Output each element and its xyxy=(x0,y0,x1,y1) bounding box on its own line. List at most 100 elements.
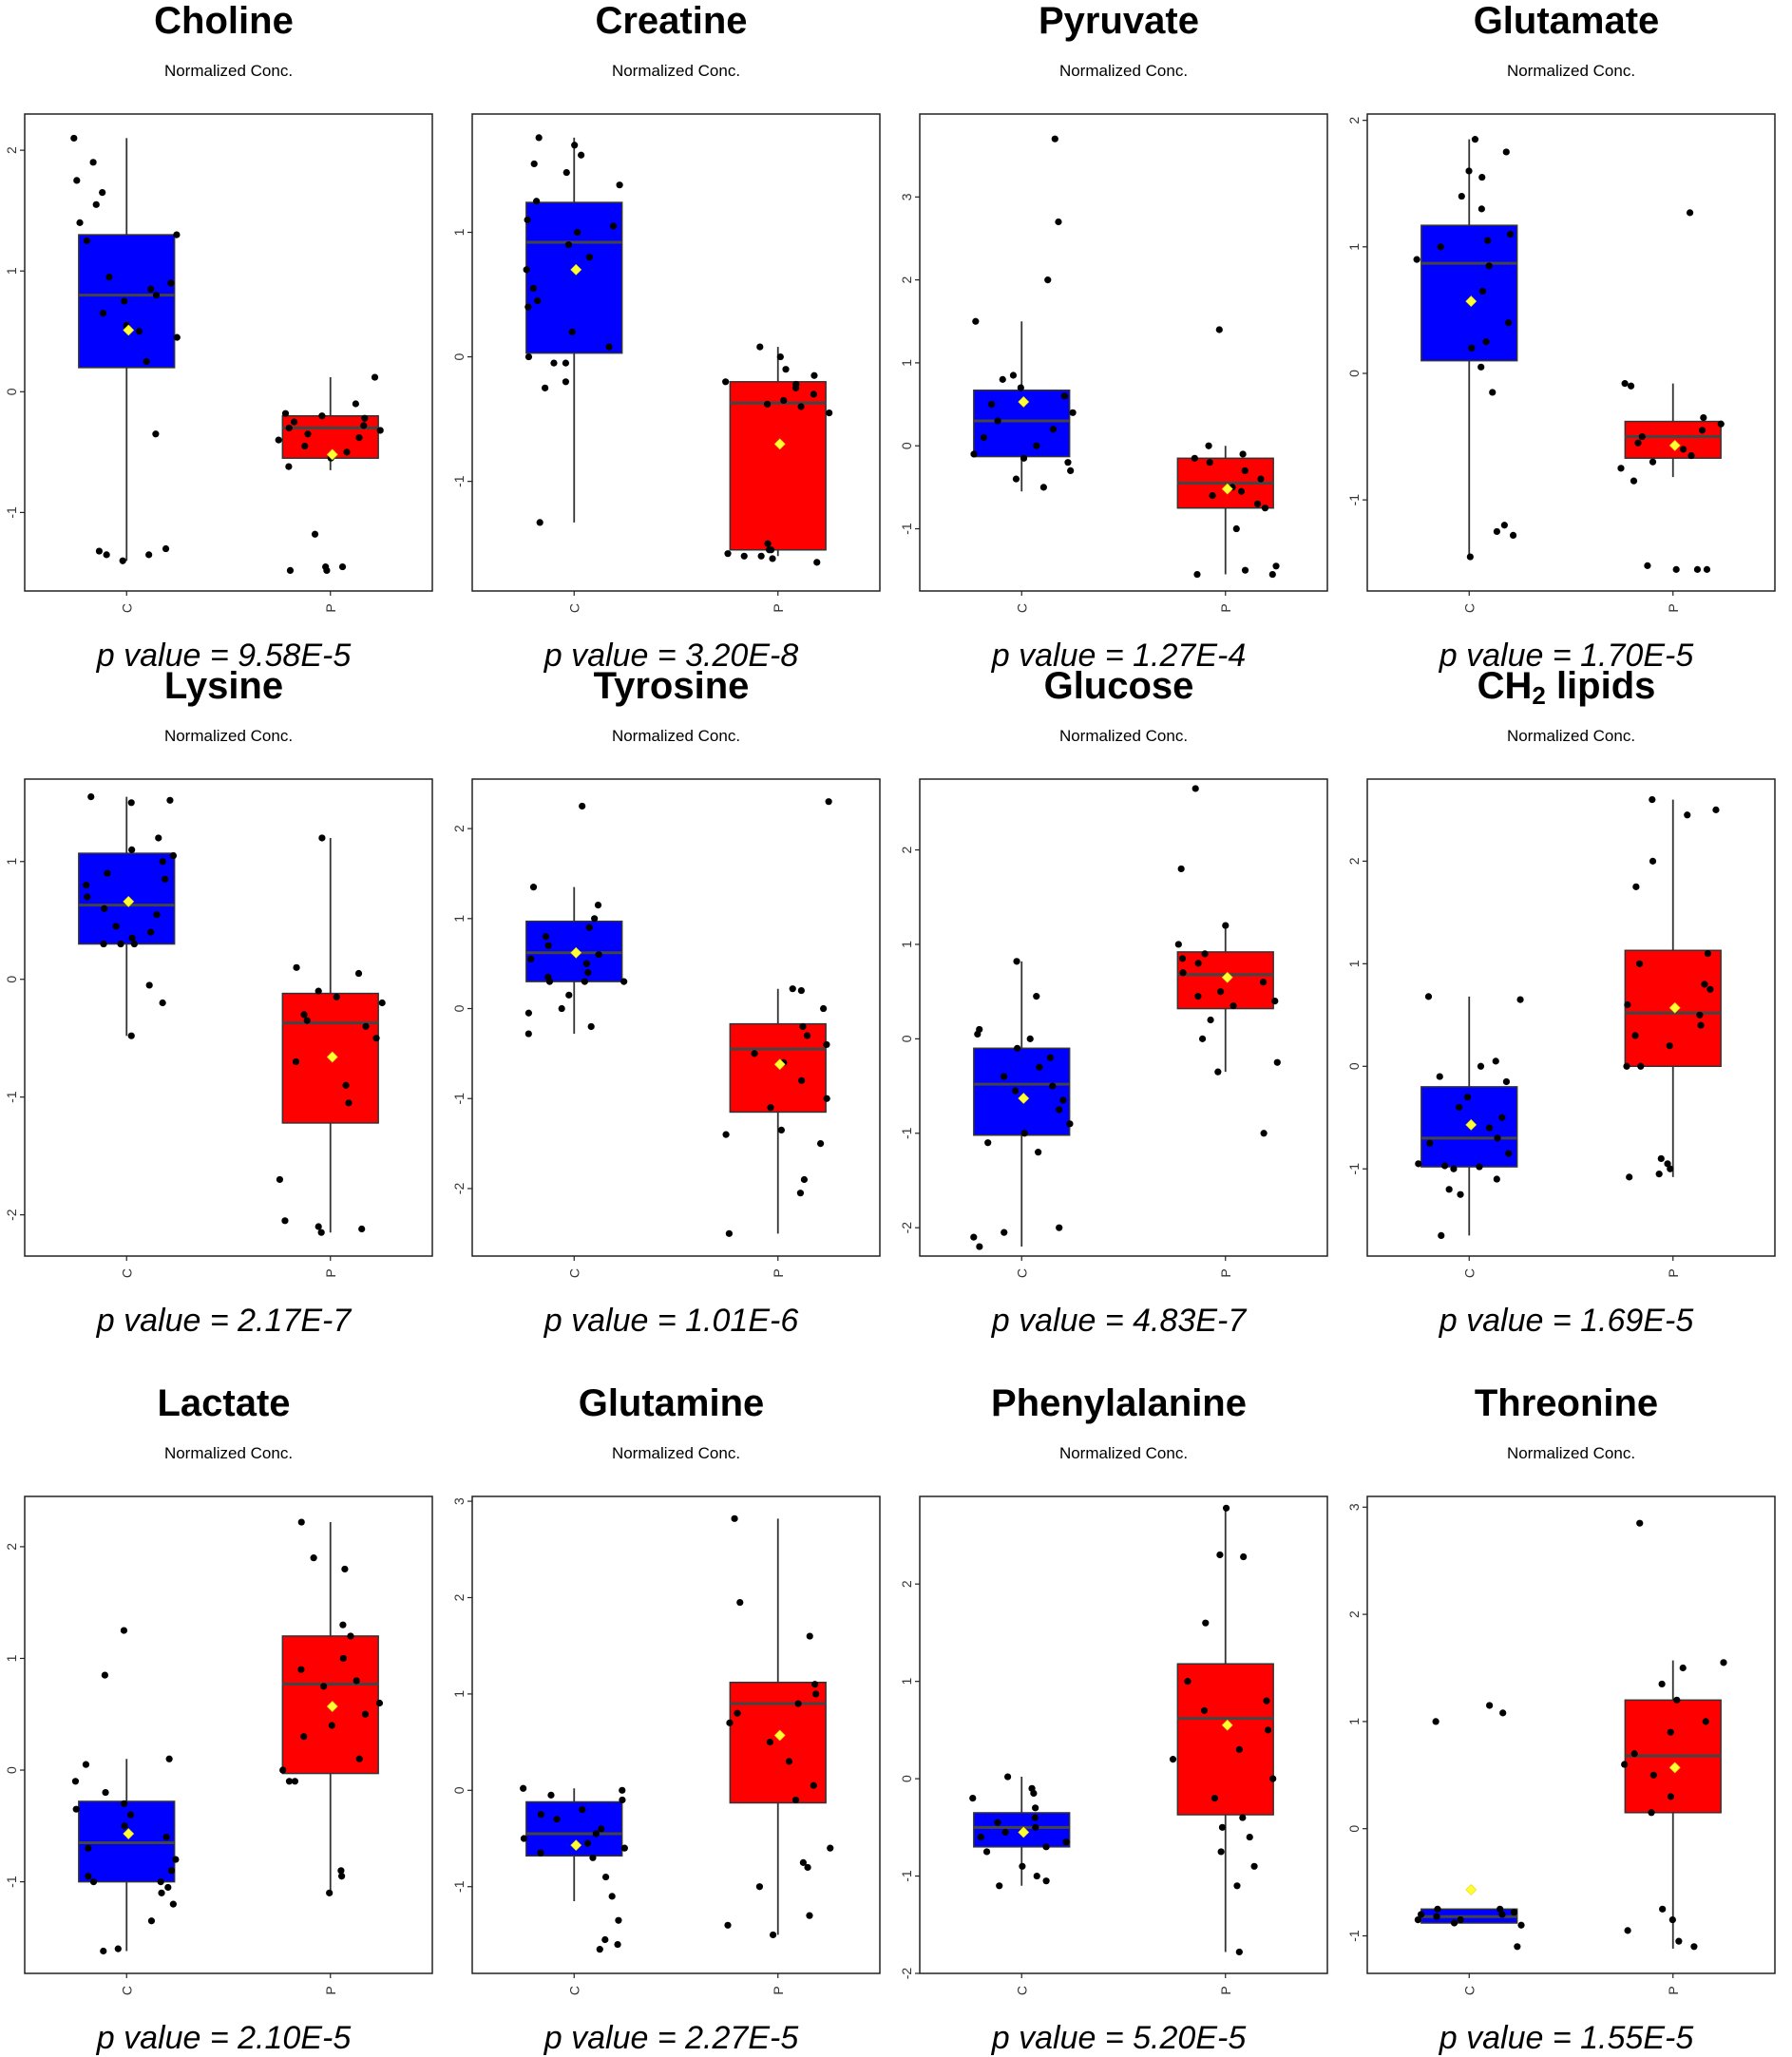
data-point xyxy=(1704,949,1711,958)
mean-marker xyxy=(773,1058,786,1071)
data-point xyxy=(584,969,592,977)
y-tick-label: 0 xyxy=(1346,370,1362,377)
data-point xyxy=(1485,1124,1494,1132)
data-point xyxy=(1264,1726,1272,1734)
box-P xyxy=(1624,420,1722,459)
data-point xyxy=(100,1947,107,1955)
data-point xyxy=(1049,426,1058,433)
chart-title: Phenylalanine xyxy=(991,1382,1247,1424)
data-point xyxy=(579,1805,586,1814)
data-point xyxy=(152,292,161,299)
data-point xyxy=(173,231,181,238)
data-point xyxy=(1032,1804,1039,1812)
data-point xyxy=(126,1811,135,1819)
data-point xyxy=(1017,384,1024,391)
data-point xyxy=(1493,1175,1500,1183)
data-point xyxy=(1635,960,1644,967)
data-point xyxy=(764,540,772,547)
data-point xyxy=(1268,570,1276,579)
data-point xyxy=(1001,1828,1009,1837)
data-point xyxy=(121,1822,128,1830)
boxplot: Normalized Conc. -1 0 1 2 C P xyxy=(4,62,433,613)
data-point xyxy=(1241,467,1249,475)
data-point xyxy=(1498,1911,1506,1918)
data-point xyxy=(162,544,170,553)
data-point xyxy=(724,550,732,558)
y-tick-label: 0 xyxy=(1346,1825,1362,1833)
data-point xyxy=(1465,167,1473,175)
plot-subtitle: Normalized Conc. xyxy=(612,1444,740,1462)
data-point xyxy=(1505,1150,1513,1157)
data-point xyxy=(1020,454,1028,462)
data-point xyxy=(82,1761,90,1768)
data-point xyxy=(542,933,550,941)
plot-subtitle: Normalized Conc. xyxy=(1059,1444,1188,1462)
mean-marker xyxy=(1465,1884,1477,1895)
data-point xyxy=(89,1877,98,1886)
data-point xyxy=(1624,1927,1631,1934)
data-point xyxy=(520,1835,528,1842)
data-point xyxy=(155,834,162,842)
data-point xyxy=(1191,785,1199,792)
data-point xyxy=(85,1844,92,1852)
data-point xyxy=(1477,363,1485,371)
data-point xyxy=(1698,427,1706,434)
data-point xyxy=(1413,256,1420,263)
data-point xyxy=(1634,439,1642,447)
data-point xyxy=(1000,1073,1008,1080)
p-value-label: p value = 2.27E-5 xyxy=(543,2020,799,2056)
y-tick-label: 1 xyxy=(1346,960,1362,967)
data-point xyxy=(1178,955,1187,962)
data-point xyxy=(1466,553,1474,561)
data-point xyxy=(1631,1032,1639,1039)
y-tick-label: 2 xyxy=(4,1543,19,1551)
data-point xyxy=(1059,1096,1067,1104)
data-point xyxy=(767,1104,774,1112)
data-point xyxy=(1169,1756,1177,1763)
data-point xyxy=(996,1882,1003,1890)
data-point xyxy=(281,1217,289,1225)
data-point xyxy=(529,884,538,891)
data-point xyxy=(1445,1186,1453,1193)
data-point xyxy=(333,993,340,1000)
y-tick-label: 1 xyxy=(451,915,467,923)
chart-title: Choline xyxy=(154,0,294,42)
data-point xyxy=(609,222,618,230)
data-point xyxy=(994,417,1001,425)
data-point xyxy=(1271,998,1279,1005)
data-point xyxy=(1013,958,1020,965)
data-point xyxy=(731,1514,738,1522)
data-point xyxy=(1033,442,1040,449)
data-point xyxy=(534,297,542,305)
data-point xyxy=(999,375,1006,383)
p-value-label: p value = 1.55E-5 xyxy=(1439,2020,1694,2056)
data-point xyxy=(969,1794,977,1802)
data-point xyxy=(537,1849,544,1857)
data-point xyxy=(536,519,543,526)
data-point xyxy=(592,1830,600,1838)
data-point xyxy=(1240,1552,1248,1561)
data-point xyxy=(571,142,579,149)
x-tick-label: P xyxy=(1666,1268,1681,1277)
data-point xyxy=(1049,1082,1057,1090)
p-value-label: p value = 4.83E-7 xyxy=(991,1303,1247,1339)
data-point xyxy=(1174,941,1182,948)
data-point xyxy=(1514,1943,1521,1951)
data-point xyxy=(1012,1087,1020,1095)
data-point xyxy=(565,991,573,999)
data-point xyxy=(1697,1021,1705,1029)
y-tick-label: 1 xyxy=(4,1654,19,1662)
y-tick-label: 2 xyxy=(4,146,19,154)
y-tick-label: 1 xyxy=(899,1678,914,1686)
mean-marker xyxy=(570,946,582,959)
data-point xyxy=(614,1940,621,1949)
data-point xyxy=(1031,1814,1039,1821)
data-point xyxy=(339,1621,347,1628)
box-P xyxy=(1176,1663,1274,1816)
data-point xyxy=(977,1833,984,1841)
mean-marker xyxy=(123,1828,135,1839)
data-point xyxy=(816,1140,825,1148)
